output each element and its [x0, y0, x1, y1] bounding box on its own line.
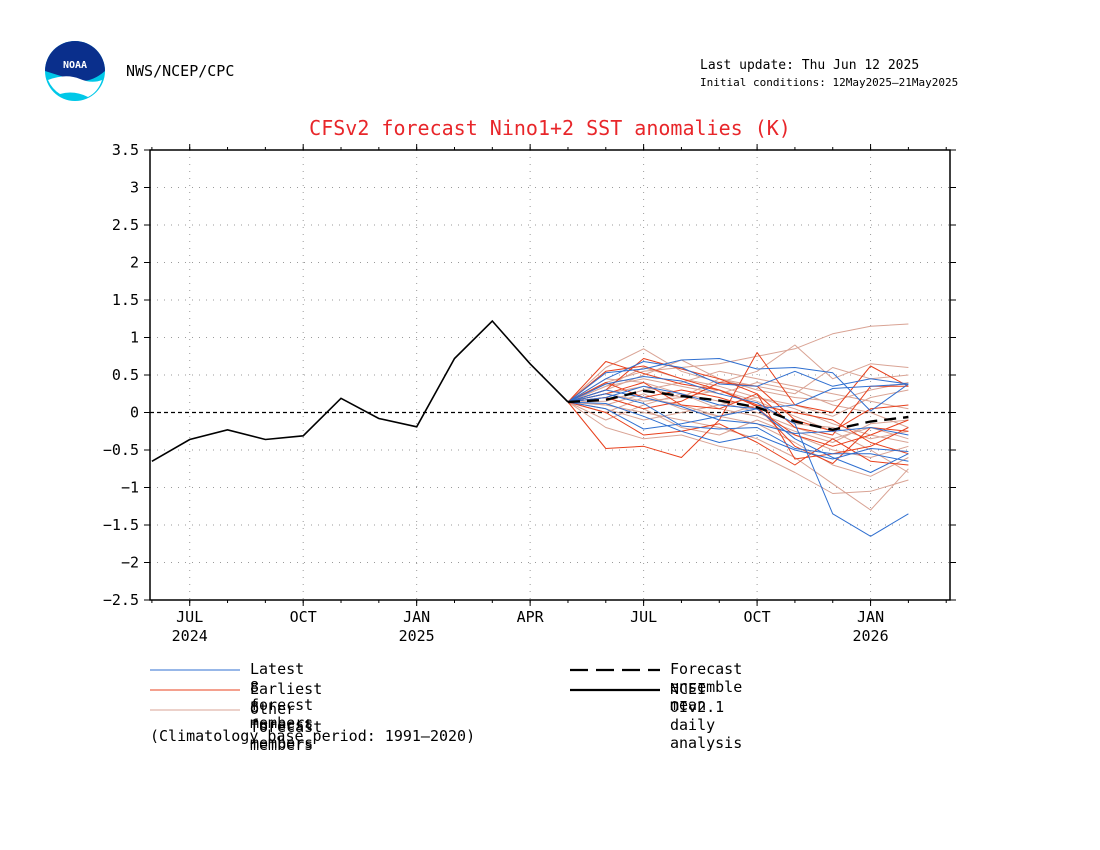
x-tick-label: OCT: [290, 608, 317, 626]
legend-label: NCEI OIv2.1 daily analysis: [670, 680, 743, 752]
axes: 3.532.521.510.50−0.5−1−1.5−2−2.5JUL2024O…: [103, 141, 956, 645]
series-ensemble-mean: [567, 389, 909, 432]
x-tick-label: JAN: [857, 608, 884, 626]
series-latest-member: [567, 401, 909, 460]
series-latest-member: [567, 383, 909, 430]
noaa-logo-icon: NOAA: [45, 41, 105, 101]
x-tick-label: JUL: [630, 608, 657, 626]
legend-label: Forecast ensemble mean: [670, 660, 743, 714]
y-tick-label: −1.5: [103, 516, 139, 534]
series-earliest-member: [567, 382, 909, 436]
legend-label: Other forecast members: [250, 700, 323, 754]
y-tick-label: 0: [130, 404, 139, 422]
series-latest-member: [567, 389, 909, 436]
y-tick-label: 1.5: [112, 291, 139, 309]
x-tick-year-label: 2026: [853, 627, 889, 645]
y-tick-label: 3: [130, 179, 139, 197]
chart-title: CFSv2 forecast Nino1+2 SST anomalies (K): [309, 116, 791, 140]
y-tick-label: 0.5: [112, 366, 139, 384]
y-tick-label: −2.5: [103, 591, 139, 609]
series-latest-member: [567, 376, 909, 537]
legend: [150, 668, 660, 711]
legend-label: Latest 8 forecst members: [250, 660, 314, 732]
series-earliest-member: [567, 365, 909, 455]
x-tick-label: JAN: [403, 608, 430, 626]
series-other-member: [567, 401, 909, 511]
agency-label: NWS/NCEP/CPC: [126, 62, 235, 80]
series-other-member: [567, 378, 909, 428]
x-tick-year-label: 2024: [172, 627, 208, 645]
series-latest-member: [567, 385, 909, 473]
x-tick-label: OCT: [744, 608, 771, 626]
series-earliest-member: [567, 382, 909, 432]
grid: [150, 150, 950, 600]
x-tick-year-label: 2025: [399, 627, 435, 645]
logo-text: NOAA: [63, 60, 87, 71]
series-other-member: [567, 344, 909, 403]
series-latest-member: [567, 361, 909, 403]
series-other-member: [567, 367, 909, 417]
y-tick-label: 1: [130, 329, 139, 347]
y-tick-label: 2: [130, 254, 139, 272]
last-update: Last update: Thu Jun 12 2025: [700, 58, 920, 73]
y-tick-label: −1: [121, 479, 139, 497]
x-tick-label: APR: [517, 608, 545, 626]
y-tick-label: −0.5: [103, 441, 139, 459]
y-tick-label: −2: [121, 554, 139, 572]
series-analysis: [151, 319, 569, 462]
plot-series: [151, 319, 909, 537]
series-other-member: [567, 397, 909, 477]
series-other-member: [567, 393, 909, 440]
series-earliest-member: [567, 401, 909, 466]
y-tick-label: 2.5: [112, 216, 139, 234]
series-other-member: [567, 401, 909, 494]
climatology-note: (Climatology base period: 1991—2020): [150, 727, 476, 745]
x-tick-label: JUL: [176, 608, 203, 626]
series-latest-member: [567, 358, 909, 412]
legend-label: Earliest 8 forecst members: [250, 680, 323, 752]
initial-conditions: Initial conditions: 12May2025—21May2025: [700, 76, 959, 89]
y-tick-label: 3.5: [112, 141, 139, 159]
